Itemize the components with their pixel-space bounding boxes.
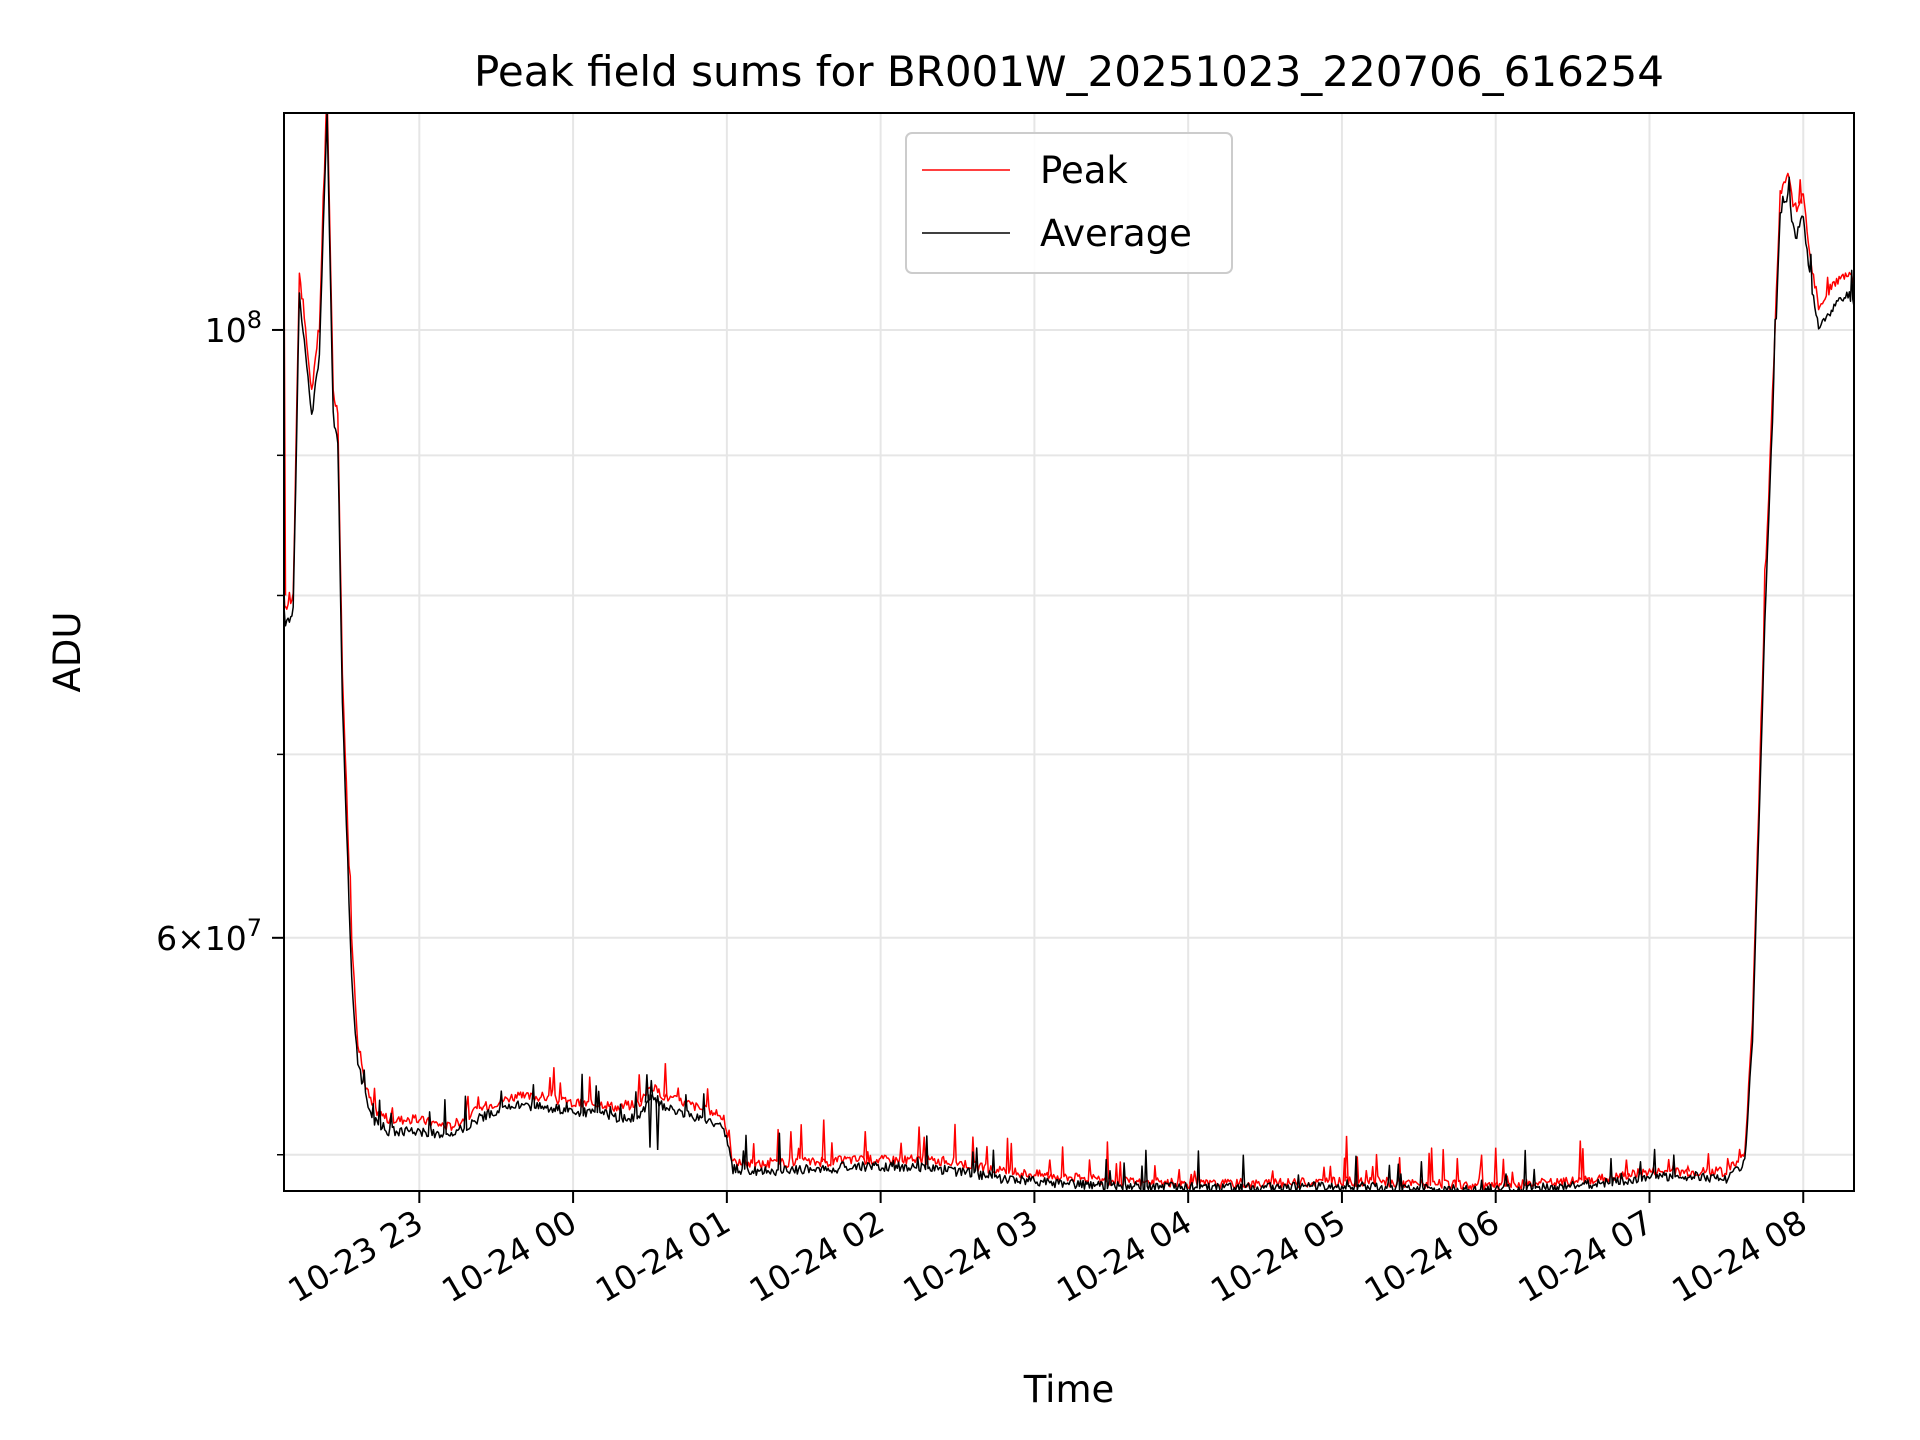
legend-label-peak: Peak: [1040, 149, 1128, 192]
series-spike-average: [655, 1101, 660, 1151]
series-spike-peak: [916, 1126, 922, 1160]
series-spike-peak: [821, 1119, 826, 1162]
grid: [284, 113, 1854, 1191]
series-spike-peak: [863, 1131, 868, 1160]
series-line-peak: [284, 113, 1854, 1191]
y-tick-label: 108: [205, 306, 262, 350]
series-spike-peak: [1685, 1164, 1691, 1172]
series-spike-peak: [1344, 1135, 1349, 1182]
series-line-average: [284, 113, 1854, 1191]
x-axis-label: Time: [1023, 1368, 1115, 1411]
series-spike-average: [647, 1094, 653, 1148]
chart-title: Peak field sums for BR001W_20251023_2207…: [474, 47, 1664, 96]
series-spike-peak: [1578, 1140, 1583, 1181]
legend-label-average: Average: [1040, 212, 1192, 255]
y-axis-label: ADU: [46, 612, 89, 693]
series-spike-peak: [1797, 179, 1803, 204]
series-spike-average: [644, 1074, 650, 1103]
y-tick-label: 6×107: [156, 914, 262, 958]
plot-frame: [283, 112, 1855, 1192]
series-spike-peak: [636, 1074, 642, 1103]
series-spike-peak: [663, 1063, 668, 1097]
series-spike-peak: [1047, 1159, 1053, 1176]
series-spike-peak: [1624, 1159, 1629, 1176]
legend-box: [905, 132, 1233, 274]
legend: Peak Average: [905, 132, 1233, 274]
series-spike-peak: [1493, 1147, 1498, 1187]
series-spike-peak: [1189, 1173, 1194, 1184]
